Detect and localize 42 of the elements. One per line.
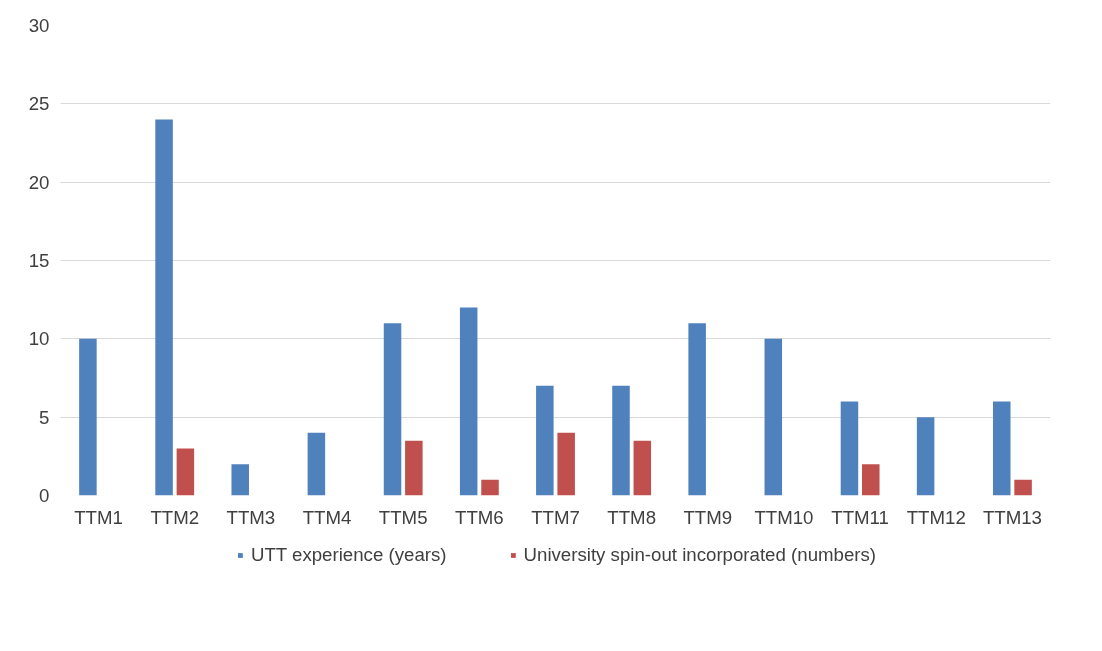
bar — [383, 323, 402, 496]
y-tick-label: 25 — [28, 93, 50, 115]
y-tick-label: 5 — [39, 406, 50, 428]
x-tick-label: TTM6 — [454, 506, 504, 528]
x-tick-label: TTM5 — [378, 506, 428, 528]
bar — [993, 401, 1011, 496]
x-tick-label: TTM7 — [531, 506, 580, 528]
bar — [231, 464, 249, 496]
x-tick-label: TTM11 — [831, 506, 889, 528]
x-tick-label: TTM2 — [150, 506, 200, 528]
y-tick-label: 15 — [28, 250, 50, 271]
bar — [459, 307, 478, 496]
bar — [764, 338, 783, 496]
x-tick-label: TTM9 — [683, 506, 733, 528]
bar — [307, 432, 326, 496]
bar — [481, 479, 499, 496]
bar — [633, 440, 652, 496]
x-tick-label: TTM12 — [906, 506, 966, 528]
bar — [862, 464, 880, 496]
bar — [405, 440, 423, 496]
bar — [176, 448, 195, 496]
bar — [688, 323, 706, 496]
x-tick-label: TTM8 — [607, 506, 657, 528]
x-tick-label: TTM1 — [74, 506, 123, 528]
bar — [79, 338, 97, 496]
bar — [1014, 479, 1032, 496]
y-tick-label: 30 — [28, 15, 50, 36]
bar — [916, 417, 935, 496]
x-tick-label: TTM13 — [982, 506, 1042, 528]
x-tick-label: TTM3 — [226, 506, 276, 528]
bar — [612, 385, 630, 496]
y-tick-label: 10 — [28, 328, 50, 350]
y-tick-label: 0 — [39, 485, 50, 506]
bar — [557, 432, 575, 496]
legend-label: University spin-out incorporated (numbers) — [523, 544, 877, 566]
bar — [840, 401, 859, 496]
x-tick-label: TTM10 — [754, 506, 814, 528]
legend-label: UTT experience (years) — [250, 544, 447, 566]
bar — [155, 119, 173, 496]
x-tick-label: TTM4 — [302, 506, 352, 528]
bar — [536, 385, 554, 496]
y-tick-label: 20 — [28, 171, 50, 193]
